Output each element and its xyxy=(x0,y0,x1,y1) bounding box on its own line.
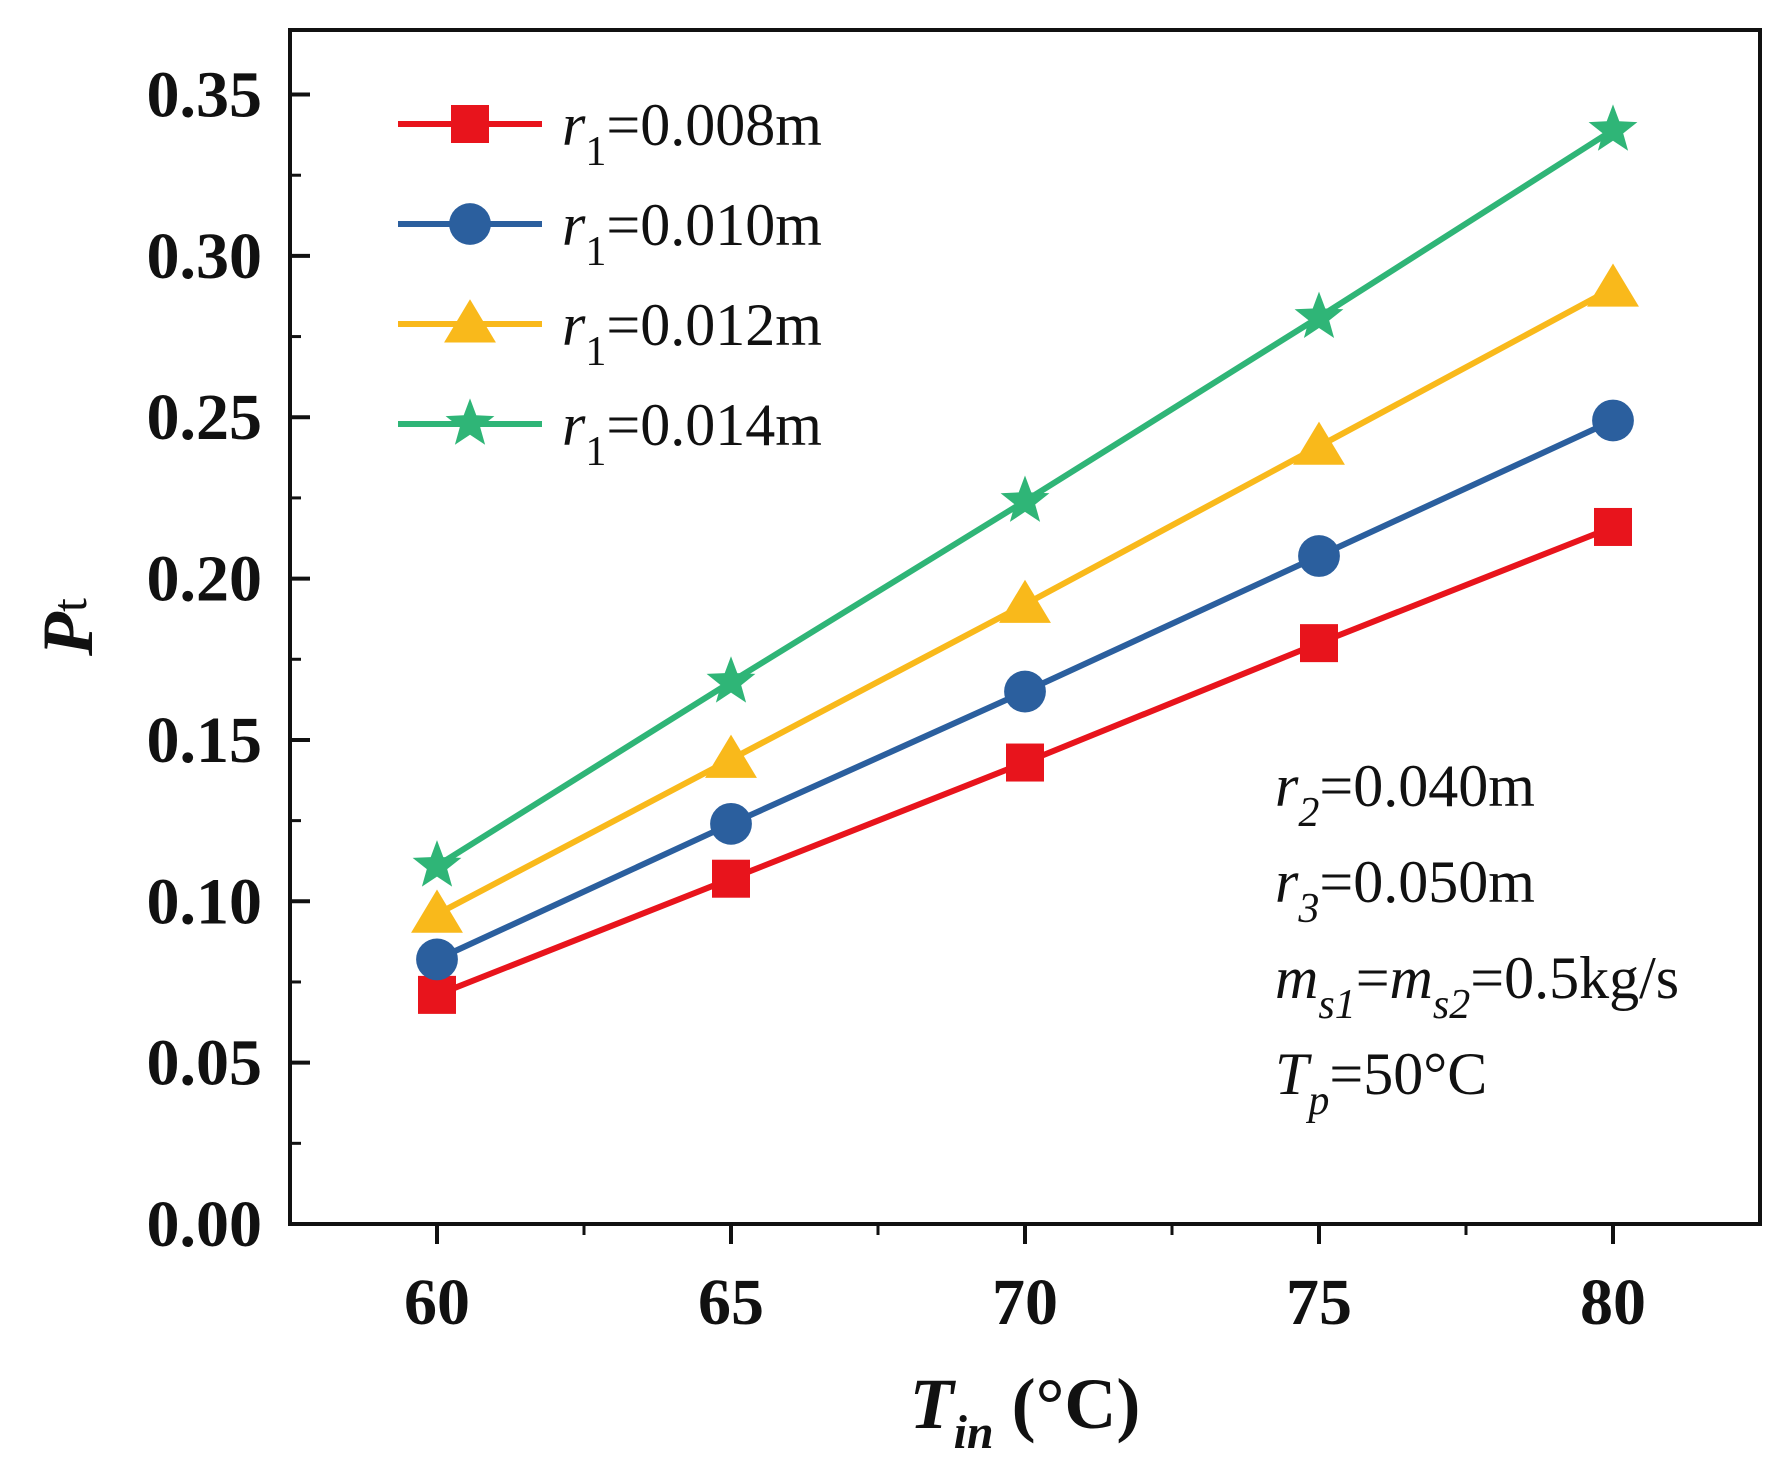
x-tick-label: 80 xyxy=(1580,1266,1646,1339)
y-tick-label: 0.20 xyxy=(147,543,263,616)
data-point-star xyxy=(706,656,756,703)
data-point-square xyxy=(1006,743,1044,782)
series-4 xyxy=(412,104,1638,887)
x-tick-label: 60 xyxy=(404,1266,470,1339)
data-point-circle xyxy=(1592,399,1634,442)
parameter-annotation: ms1=ms2=0.5kg/s xyxy=(1275,945,1679,1028)
x-tick-label: 70 xyxy=(992,1266,1058,1339)
y-tick-label: 0.35 xyxy=(147,59,263,132)
legend-entry: r1=0.008m xyxy=(398,92,822,175)
legend-swatch-triangle xyxy=(444,299,496,343)
y-tick-label: 0.25 xyxy=(147,381,263,454)
y-tick-label: 0.30 xyxy=(147,220,263,293)
y-tick-label: 0.10 xyxy=(147,865,263,938)
data-point-star xyxy=(412,840,462,887)
data-point-triangle xyxy=(1293,421,1345,465)
legend-label: r1=0.012m xyxy=(562,292,822,375)
legend-label: r1=0.010m xyxy=(562,192,822,275)
data-point-square xyxy=(418,975,456,1014)
x-axis-title: Tin (°C) xyxy=(910,1364,1141,1459)
data-point-circle xyxy=(1004,670,1046,713)
x-tick-label: 65 xyxy=(698,1266,764,1339)
legend-entry: r1=0.012m xyxy=(398,292,822,375)
legend-swatch-star xyxy=(445,398,495,445)
y-axis-title: Pt xyxy=(28,598,108,657)
plot-frame xyxy=(288,28,1762,1226)
y-tick-label: 0.05 xyxy=(147,1027,263,1100)
parameter-annotation: r2=0.040m xyxy=(1275,753,1535,836)
data-point-star xyxy=(1294,291,1344,338)
y-tick-label: 0.15 xyxy=(147,704,263,777)
data-point-triangle xyxy=(411,889,463,933)
data-point-square xyxy=(1300,624,1338,663)
data-point-circle xyxy=(416,938,458,981)
series-1 xyxy=(418,507,1632,1014)
data-point-square xyxy=(712,859,750,898)
data-point-triangle xyxy=(705,734,757,778)
parameter-annotation: Tp=50°C xyxy=(1275,1041,1487,1124)
legend-entry: r1=0.014m xyxy=(398,392,822,475)
series-2 xyxy=(416,399,1634,981)
data-point-circle xyxy=(1298,535,1340,577)
parameter-annotation: r3=0.050m xyxy=(1275,849,1535,932)
legend-entry: r1=0.010m xyxy=(398,192,822,275)
legend-label: r1=0.008m xyxy=(562,92,822,175)
data-point-square xyxy=(1594,507,1632,546)
data-point-star xyxy=(1588,104,1638,151)
series-3 xyxy=(411,263,1639,933)
data-point-triangle xyxy=(1587,263,1639,307)
data-point-circle xyxy=(710,802,752,845)
y-tick-label: 0.00 xyxy=(147,1188,263,1261)
legend-label: r1=0.014m xyxy=(562,392,822,475)
x-tick-label: 75 xyxy=(1286,1266,1352,1339)
data-point-star xyxy=(1000,475,1050,522)
data-point-triangle xyxy=(999,579,1051,623)
legend-swatch-square xyxy=(451,105,489,143)
legend-swatch-circle xyxy=(449,203,491,245)
